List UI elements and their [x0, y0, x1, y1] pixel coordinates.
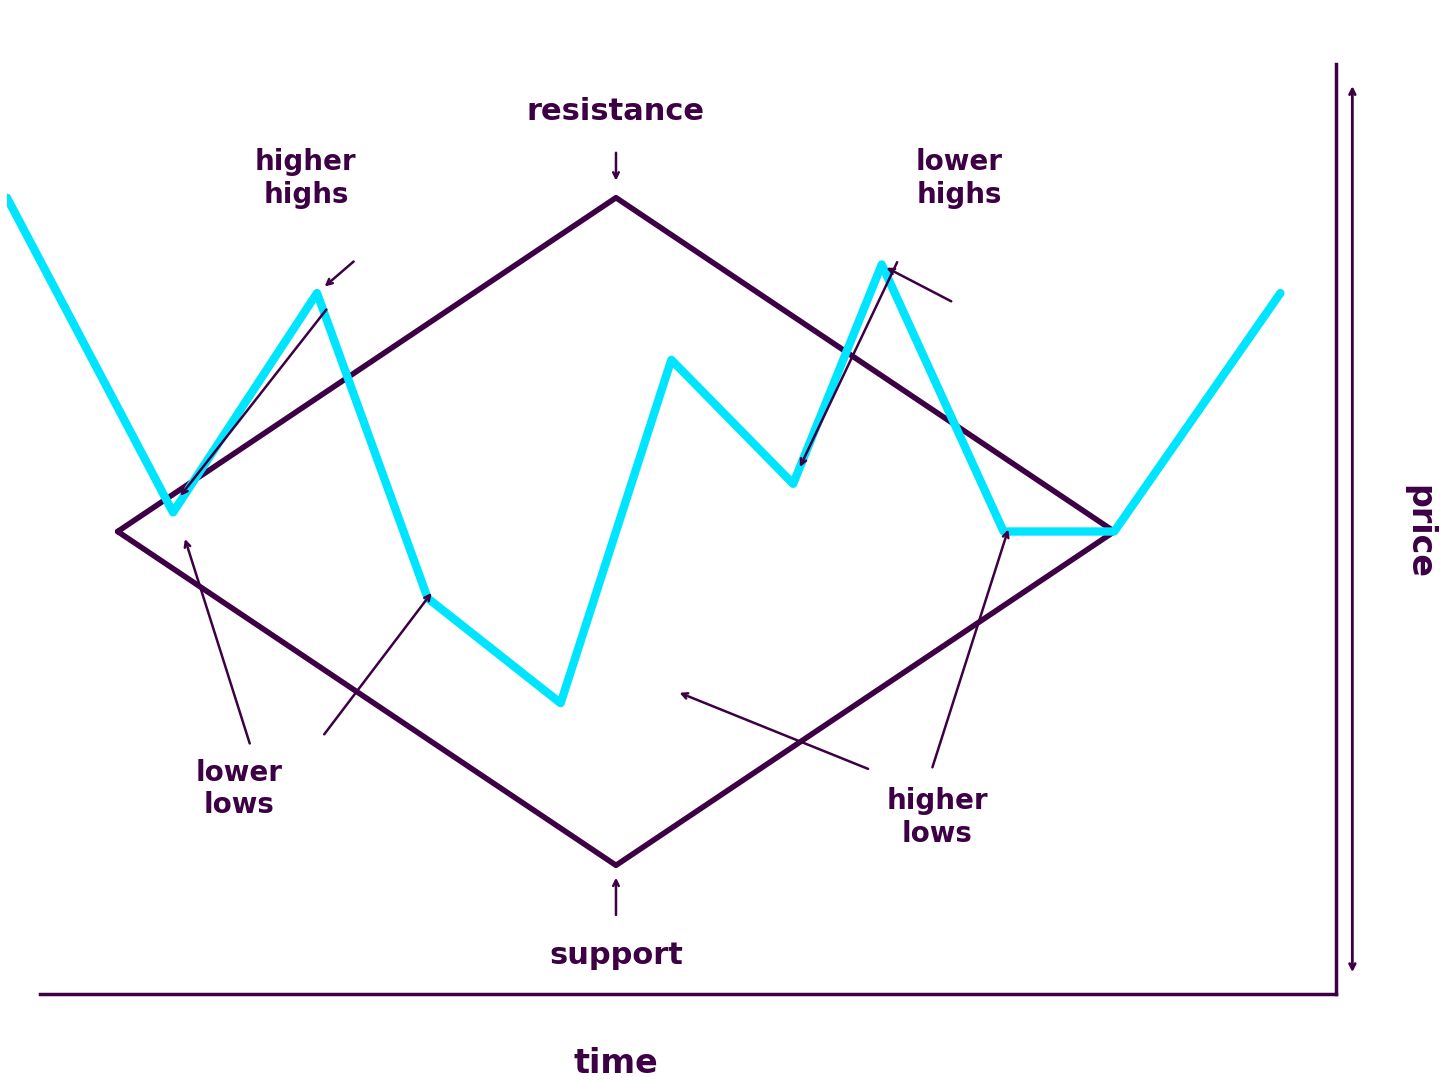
Text: lower
highs: lower highs [916, 148, 1002, 208]
Text: support: support [549, 942, 683, 971]
Text: price: price [1403, 485, 1436, 579]
Text: higher
highs: higher highs [255, 148, 357, 208]
Text: lower
lows: lower lows [196, 759, 284, 820]
Text: time: time [573, 1047, 658, 1080]
Text: higher
lows: higher lows [886, 787, 988, 848]
Text: resistance: resistance [527, 97, 706, 126]
